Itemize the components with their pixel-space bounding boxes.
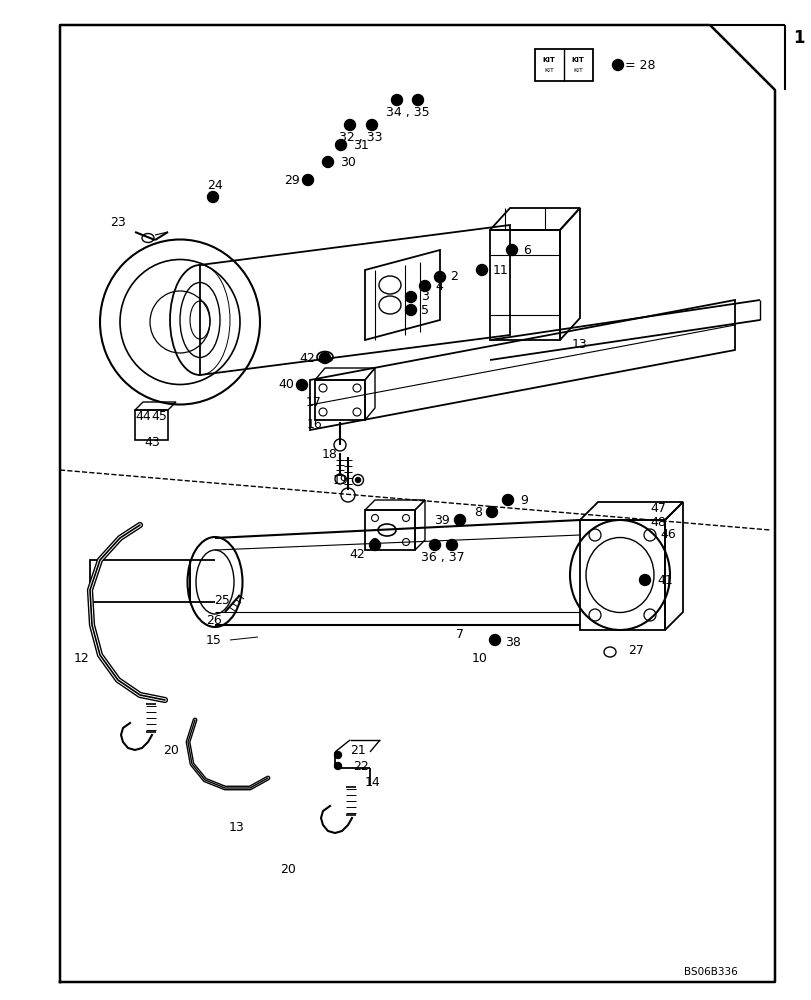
- Text: 42: 42: [349, 548, 365, 562]
- Text: 1: 1: [792, 29, 804, 47]
- Circle shape: [489, 634, 500, 646]
- Circle shape: [335, 139, 346, 151]
- Text: 20: 20: [163, 743, 178, 756]
- Text: 3: 3: [420, 290, 428, 304]
- Text: 21: 21: [350, 743, 365, 756]
- Text: 40: 40: [278, 378, 294, 391]
- Circle shape: [369, 540, 380, 550]
- Text: 4: 4: [435, 279, 442, 292]
- Text: 25: 25: [214, 593, 230, 606]
- Circle shape: [296, 379, 307, 390]
- Circle shape: [334, 752, 341, 758]
- Text: 44: 44: [135, 410, 151, 422]
- Text: = 28: = 28: [624, 59, 654, 72]
- Circle shape: [446, 540, 457, 550]
- Text: KIT: KIT: [573, 68, 582, 73]
- Circle shape: [476, 264, 487, 275]
- Circle shape: [454, 514, 465, 526]
- Text: 14: 14: [365, 776, 380, 790]
- Circle shape: [366, 119, 377, 131]
- Text: 6: 6: [522, 243, 530, 256]
- Circle shape: [419, 280, 430, 292]
- Circle shape: [611, 60, 623, 71]
- Text: 7: 7: [456, 628, 463, 642]
- Text: 27: 27: [627, 644, 643, 656]
- Circle shape: [405, 292, 416, 302]
- Text: 20: 20: [280, 863, 295, 876]
- Text: 13: 13: [229, 821, 245, 834]
- Text: KIT: KIT: [542, 57, 555, 63]
- Text: 26: 26: [206, 613, 221, 626]
- Text: 29: 29: [284, 174, 299, 187]
- Text: 23: 23: [110, 216, 126, 229]
- Text: 8: 8: [474, 506, 482, 518]
- Text: 15: 15: [206, 634, 221, 646]
- Circle shape: [405, 304, 416, 316]
- Text: 46: 46: [659, 528, 675, 542]
- Text: 16: 16: [306, 418, 322, 432]
- Text: BS06B336: BS06B336: [684, 967, 737, 977]
- Text: 17: 17: [306, 396, 322, 410]
- Text: 32 , 33: 32 , 33: [339, 131, 382, 144]
- Text: KIT: KIT: [571, 57, 584, 63]
- Circle shape: [486, 506, 497, 518]
- Circle shape: [355, 478, 360, 483]
- Circle shape: [322, 156, 333, 168]
- Text: 42: 42: [299, 352, 315, 364]
- Circle shape: [502, 494, 513, 506]
- Text: 13: 13: [571, 338, 587, 352]
- Circle shape: [506, 244, 517, 255]
- Text: 22: 22: [353, 760, 368, 772]
- Text: KIT: KIT: [543, 68, 553, 73]
- Text: 31: 31: [353, 139, 368, 152]
- Circle shape: [344, 119, 355, 131]
- Circle shape: [429, 540, 440, 550]
- Text: 30: 30: [340, 156, 355, 169]
- Text: 45: 45: [151, 410, 167, 422]
- Circle shape: [639, 574, 650, 585]
- Text: 41: 41: [656, 574, 672, 586]
- Circle shape: [208, 191, 218, 203]
- Text: 5: 5: [420, 304, 428, 316]
- Text: 36 , 37: 36 , 37: [421, 550, 464, 564]
- Text: 43: 43: [144, 436, 160, 448]
- Circle shape: [334, 762, 341, 770]
- Circle shape: [412, 95, 423, 106]
- Text: 24: 24: [207, 179, 222, 192]
- Text: 48: 48: [649, 516, 665, 528]
- Circle shape: [303, 174, 313, 186]
- Text: 19: 19: [332, 474, 348, 487]
- Text: 10: 10: [471, 652, 487, 664]
- Circle shape: [319, 353, 330, 363]
- Text: 18: 18: [322, 448, 337, 462]
- Circle shape: [391, 95, 402, 106]
- Text: 39: 39: [434, 514, 449, 526]
- Text: 47: 47: [649, 502, 665, 514]
- Circle shape: [434, 271, 445, 282]
- Text: 2: 2: [449, 270, 457, 284]
- Text: 11: 11: [492, 263, 508, 276]
- Text: 38: 38: [504, 636, 520, 648]
- Text: 9: 9: [519, 493, 527, 506]
- Text: 34 , 35: 34 , 35: [386, 106, 429, 119]
- Text: 12: 12: [73, 652, 89, 664]
